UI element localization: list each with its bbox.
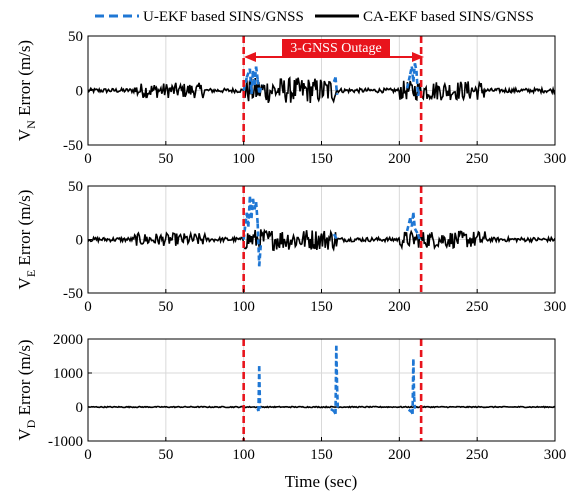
x-tick-label: 300 [544,447,567,463]
series-u-ekf-segment [334,77,339,95]
series-u-ekf-segment [416,90,421,97]
series-ca-ekf-line [88,228,555,252]
series-u-ekf-segment [407,408,413,414]
x-tick-label: 150 [310,299,333,315]
x-tick-label: 100 [232,151,255,167]
x-tick-label: 200 [388,151,411,167]
legend-label-ca-ekf: CA-EKF based SINS/GNSS [363,9,534,25]
series-u-ekf-segment [412,212,417,229]
legend-label-u-ekf: U-EKF based SINS/GNSS [143,9,304,25]
x-tick-label: 0 [84,447,92,463]
y-tick-label: -50 [63,138,83,154]
series-u-ekf-segment [413,228,420,235]
x-tick-label: 100 [232,299,255,315]
series-u-ekf-segment [258,84,264,94]
y-tick-label: 0 [76,84,84,100]
x-tick-label: 0 [84,151,92,167]
series-u-ekf-segment [412,396,417,409]
series-ca-ekf-line [88,76,555,104]
y-tick-label: -1000 [48,434,83,450]
y-axis-label: VE Error (m/s) [15,190,38,290]
y-tick-label: 50 [68,179,83,195]
x-tick-label: 50 [158,447,173,463]
series-u-ekf-segment [257,366,262,409]
series-u-ekf-segment [334,345,339,387]
y-tick-label: 50 [68,29,83,45]
y-tick-label: 1000 [53,366,83,382]
legend: U-EKF based SINS/GNSS CA-EKF based SINS/… [95,9,534,25]
x-tick-label: 150 [310,447,333,463]
series-u-ekf-segment [405,73,412,89]
series-u-ekf-segment [412,359,416,397]
y-tick-label: 2000 [53,332,83,348]
series-u-ekf-segment [413,62,418,72]
x-tick-label: 0 [84,299,92,315]
x-tick-label: 250 [466,151,489,167]
y-tick-label: 0 [76,400,84,416]
x-tick-label: 250 [466,299,489,315]
x-tick-label: 100 [232,447,255,463]
x-tick-label: 250 [466,447,489,463]
outage-arrow-left-head [244,52,256,62]
outage-arrow-right-head [412,52,424,62]
outage-label-box [282,39,390,56]
series-u-ekf-segment [242,77,249,91]
x-tick-label: 50 [158,299,173,315]
series-u-ekf-segment [254,201,259,224]
series-u-ekf-segment [254,66,259,80]
y-axis-label: VN Error (m/s) [15,40,38,141]
outage-annotation: 3-GNSS Outage [244,39,424,62]
y-axis-label: VD Error (m/s) [15,339,38,440]
series-u-ekf-segment [256,223,261,267]
y-tick-label: -50 [63,286,83,302]
plot-area [88,62,555,104]
x-tick-label: 200 [388,299,411,315]
series-u-ekf-segment [412,63,417,82]
series-u-ekf-segment [330,407,335,413]
series-u-ekf-segment [415,70,420,97]
series-u-ekf-segment [335,386,340,409]
series-u-ekf-segment [332,233,339,241]
plot-area [88,196,555,267]
y-tick-label: 0 [76,233,84,249]
x-tick-label: 150 [310,151,333,167]
x-tick-label: 300 [544,299,567,315]
series-u-ekf-segment [416,233,421,240]
plot-area [88,345,555,415]
x-tick-label: 300 [544,151,567,167]
series-u-ekf-segment [245,68,252,78]
x-axis-label: Time (sec) [285,472,358,491]
x-tick-label: 200 [388,447,411,463]
outage-label: 3-GNSS Outage [290,41,381,56]
series-u-ekf-segment [253,66,258,86]
series-ca-ekf-line [88,405,555,409]
x-tick-label: 50 [158,151,173,167]
series-u-ekf-segment [257,244,263,267]
